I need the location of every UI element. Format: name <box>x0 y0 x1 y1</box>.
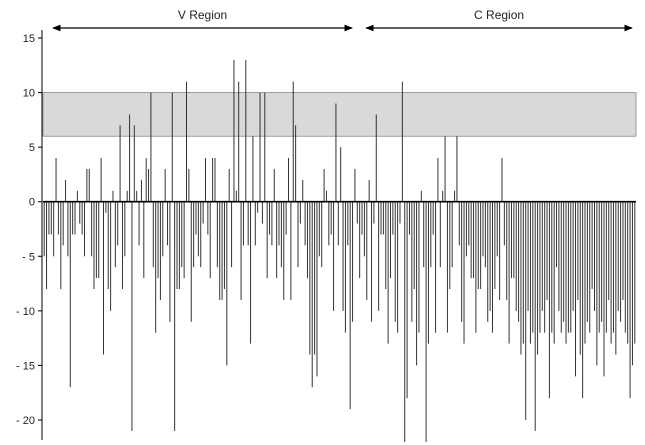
region-annotations: V Region C Region <box>52 8 633 32</box>
y-tick-label: - 20 <box>16 415 35 427</box>
region-label: V Region <box>178 8 227 22</box>
highlight-band-layer <box>42 92 637 137</box>
y-tick-label: 5 <box>29 142 35 154</box>
region-label: C Region <box>474 8 524 22</box>
y-tick-label: - 10 <box>16 306 35 318</box>
y-tick-label: 10 <box>23 88 35 100</box>
y-tick-label: 15 <box>23 33 35 45</box>
y-axis: 15 10 5 0 - 5 - 10 - 15 - 20 <box>16 30 43 440</box>
y-tick-label: - 15 <box>16 360 35 372</box>
highlight-band <box>42 92 637 137</box>
y-tick-label: 0 <box>29 197 35 209</box>
bars-layer <box>43 59 636 442</box>
y-tick-label: - 5 <box>22 251 35 263</box>
